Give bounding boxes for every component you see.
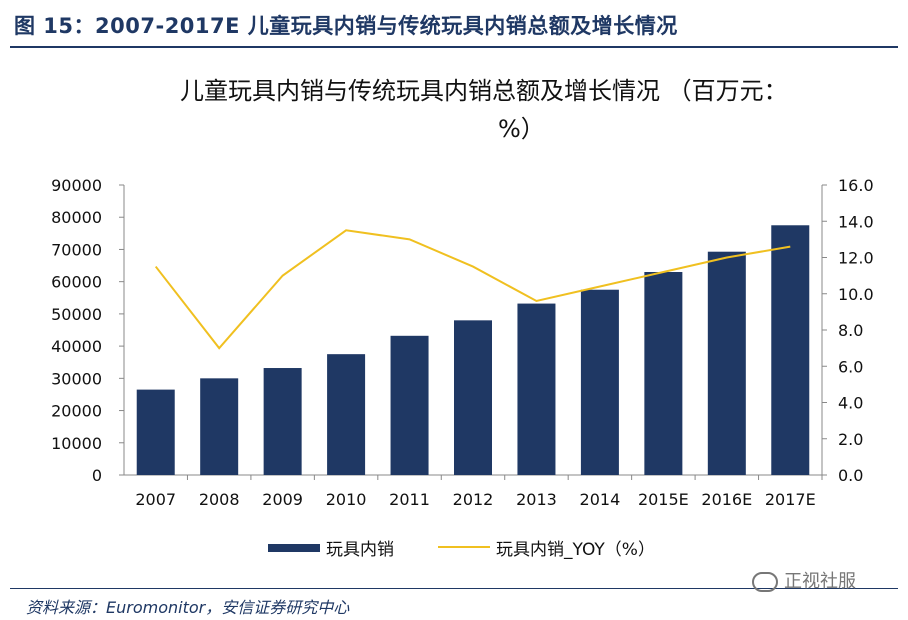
bar <box>580 289 619 475</box>
y-left-tick-label: 90000 <box>51 176 102 195</box>
x-tick-label: 2013 <box>516 490 557 509</box>
bar <box>136 389 175 475</box>
y-right-tick-label: 8.0 <box>838 321 863 340</box>
bar <box>327 354 366 475</box>
y-left-tick-label: 50000 <box>51 305 102 324</box>
x-tick-label: 2014 <box>580 490 621 509</box>
x-tick-label: 2017E <box>765 490 816 509</box>
x-tick-label: 2007 <box>135 490 176 509</box>
y-right-tick-label: 14.0 <box>838 212 874 231</box>
y-left-tick-label: 30000 <box>51 369 102 388</box>
bar <box>771 225 810 475</box>
bar <box>517 303 556 475</box>
legend-label-bar: 玩具内销 <box>326 540 394 560</box>
watermark-text: 正视社服 <box>784 571 856 592</box>
x-tick-label: 2016E <box>701 490 752 509</box>
bar <box>200 378 239 475</box>
y-left-tick-label: 80000 <box>51 208 102 227</box>
legend-swatch-line <box>438 546 490 548</box>
bar <box>454 320 492 475</box>
y-right-tick-label: 10.0 <box>838 285 874 304</box>
x-tick-label: 2008 <box>199 490 240 509</box>
y-left-tick-label: 60000 <box>51 273 102 292</box>
bar <box>707 251 746 475</box>
watermark: 正视社服 <box>752 567 856 593</box>
y-left-tick-label: 20000 <box>51 402 102 421</box>
y-right-tick-label: 6.0 <box>838 357 863 376</box>
y-left-tick-label: 40000 <box>51 337 102 356</box>
y-right-tick-label: 16.0 <box>838 176 874 195</box>
wechat-icon <box>752 572 778 592</box>
bar <box>644 272 683 475</box>
bar <box>390 335 429 475</box>
source-note: 资料来源：Euromonitor，安信证券研究中心 <box>26 598 350 617</box>
source-divider <box>10 588 898 589</box>
x-tick-label: 2011 <box>389 490 430 509</box>
chart-title-line2: %） <box>498 115 545 143</box>
legend-swatch-bar <box>268 544 320 552</box>
x-tick-label: 2010 <box>326 490 367 509</box>
y-right-tick-label: 4.0 <box>838 394 863 413</box>
y-left-tick-label: 10000 <box>51 434 102 453</box>
figure-header: 图 15：2007-2017E 儿童玩具内销与传统玩具内销总额及增长情况 <box>10 6 898 48</box>
y-right-tick-label: 12.0 <box>838 249 874 268</box>
x-tick-label: 2009 <box>262 490 303 509</box>
chart-title-line1: 儿童玩具内销与传统玩具内销总额及增长情况 （百万元： <box>180 77 788 105</box>
y-right-tick-label: 0.0 <box>838 466 863 485</box>
x-tick-label: 2012 <box>453 490 494 509</box>
figure-label: 图 15：2007-2017E 儿童玩具内销与传统玩具内销总额及增长情况 <box>14 14 678 38</box>
bar <box>263 368 302 475</box>
y-right-tick-label: 2.0 <box>838 430 863 449</box>
legend-label-line: 玩具内销_YOY（%） <box>496 540 655 560</box>
y-left-tick-label: 0 <box>92 466 102 485</box>
x-tick-label: 2015E <box>638 490 689 509</box>
chart-title: 儿童玩具内销与传统玩具内销总额及增长情况 （百万元： %） <box>180 72 870 148</box>
y-left-tick-label: 70000 <box>51 240 102 259</box>
